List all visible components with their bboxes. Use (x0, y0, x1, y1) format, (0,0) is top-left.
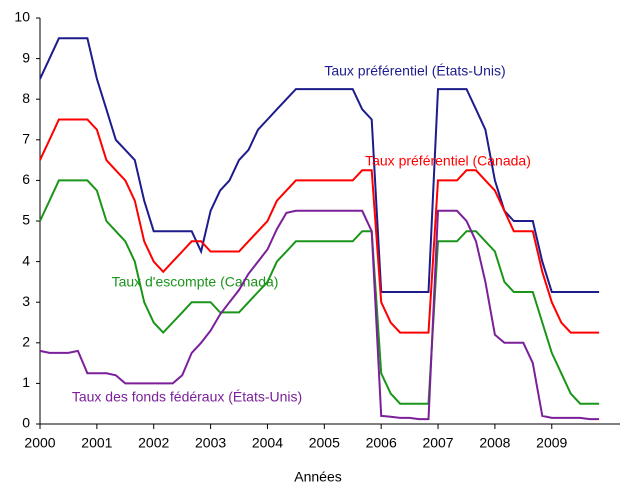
y-tick-label: 4 (22, 252, 30, 268)
y-tick-label: 9 (22, 49, 30, 65)
x-tick-label: 2002 (138, 435, 169, 451)
x-tick-label: 2000 (24, 435, 55, 451)
x-tick-label: 2005 (309, 435, 340, 451)
series-label: Taux préférentiel (États-Unis) (324, 63, 505, 79)
x-tick-label: 2006 (366, 435, 397, 451)
y-tick-label: 10 (14, 9, 30, 25)
y-tick-label: 7 (22, 131, 30, 147)
series-label: Taux des fonds fédéraux (États-Unis) (72, 389, 302, 405)
x-tick-label: 2004 (252, 435, 283, 451)
x-tick-label: 2008 (479, 435, 510, 451)
x-tick-label: 2001 (81, 435, 112, 451)
series-line (39, 209, 600, 421)
y-tick-label: 8 (22, 90, 30, 106)
y-tick-label: 2 (22, 334, 30, 350)
x-tick-label: 2009 (536, 435, 567, 451)
x-tick-label: 2003 (195, 435, 226, 451)
y-tick-label: 1 (22, 374, 30, 390)
series-line (39, 179, 600, 405)
y-tick-label: 0 (22, 415, 30, 431)
y-tick-label: 3 (22, 293, 30, 309)
x-tick-label: 2007 (422, 435, 453, 451)
y-tick-label: 6 (22, 171, 30, 187)
y-tick-label: 5 (22, 212, 30, 228)
series-label: Taux d'escompte (Canada) (112, 274, 279, 290)
x-axis-label: Années (294, 469, 341, 485)
series-line (39, 118, 600, 334)
series-label: Taux préférentiel (Canada) (365, 153, 531, 169)
